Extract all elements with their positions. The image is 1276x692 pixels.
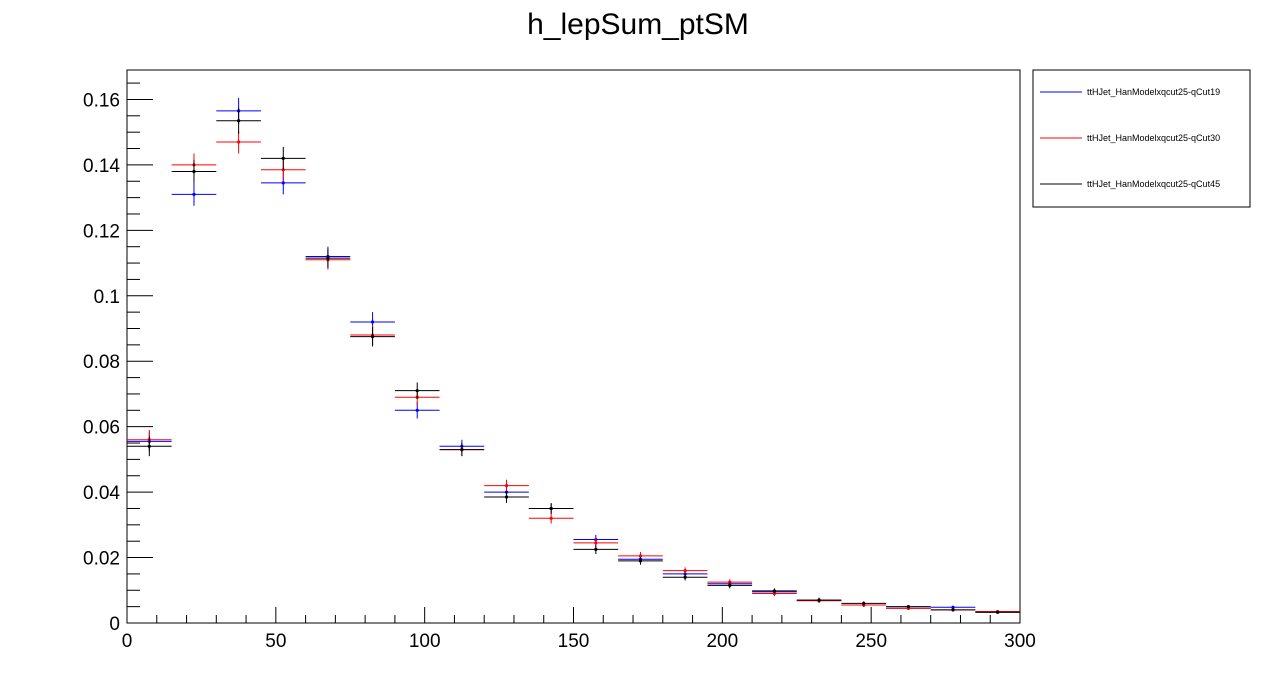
series-2-point [594, 541, 598, 545]
series-3 [127, 107, 1020, 614]
series-1-point [281, 181, 285, 185]
series-1-point [951, 605, 955, 609]
series-1-point [192, 192, 196, 196]
series-3-point [281, 156, 285, 160]
series-3-point [370, 335, 375, 339]
series-1-point [370, 320, 375, 324]
x-tick-label: 250 [855, 631, 887, 652]
series-3-point [683, 575, 687, 579]
series-3-point [549, 506, 553, 511]
y-tick-label: 0.1 [94, 287, 120, 308]
legend-label-1: ttHJet_HanModelxqcut25-qCut19 [1087, 87, 1220, 97]
series-3-point [817, 598, 821, 602]
legend-label-2: ttHJet_HanModelxqcut25-qCut30 [1087, 133, 1220, 143]
y-tick-label: 0 [109, 614, 120, 635]
y-tick-label: 0.14 [83, 156, 120, 177]
series-3-point [460, 447, 464, 452]
x-tick-label: 100 [409, 631, 441, 652]
x-tick-label: 300 [1004, 631, 1036, 652]
series-2-point [237, 140, 241, 144]
x-tick-label: 200 [706, 631, 738, 652]
y-tick-label: 0.04 [83, 483, 120, 504]
series-2-point [549, 516, 553, 520]
series-3-point [728, 583, 732, 587]
y-tick-label: 0.06 [83, 418, 120, 439]
x-axis: 0 50 100 150 200 250 300 [122, 607, 1036, 652]
legend-entries: ttHJet_HanModelxqcut25-qCut19 ttHJet_HanM… [1040, 87, 1220, 189]
x-tick-label: 150 [558, 631, 590, 652]
series-2-point [683, 569, 687, 573]
series-3-point [638, 559, 643, 563]
series-2-point [504, 483, 509, 488]
series-3-point [906, 605, 910, 609]
legend: ttHJet_HanModelxqcut25-qCut19 ttHJet_HanM… [1032, 69, 1251, 208]
y-tick-label: 0.02 [83, 549, 120, 570]
series-3-point [415, 389, 419, 393]
legend-label-3: ttHJet_HanModelxqcut25-qCut45 [1087, 179, 1220, 189]
series-3-point [237, 119, 241, 123]
series-1-point [415, 408, 419, 412]
data-series-layer [127, 97, 1020, 614]
series-2-point [728, 580, 732, 584]
chart-title: h_lepSum_ptSM [527, 8, 749, 41]
series-3-point [996, 610, 1000, 614]
x-tick-label: 50 [265, 631, 286, 652]
y-tick-label: 0.16 [83, 90, 120, 111]
series-3-point [504, 495, 509, 499]
series-3-point [192, 169, 196, 174]
series-3-point [326, 256, 330, 260]
series-3-point [594, 547, 598, 551]
x-tick-label: 0 [122, 631, 133, 652]
series-2-point [638, 554, 643, 558]
y-axis: 0 0.02 0.04 0.06 0.08 0.1 0.12 0.14 0.16 [83, 82, 153, 635]
series-3-point [772, 589, 777, 593]
y-tick-label: 0.08 [83, 352, 120, 373]
series-3-point [951, 608, 955, 612]
y-tick-label: 0.12 [83, 221, 120, 242]
series-3-point [147, 444, 151, 448]
series-3-point [862, 601, 866, 605]
